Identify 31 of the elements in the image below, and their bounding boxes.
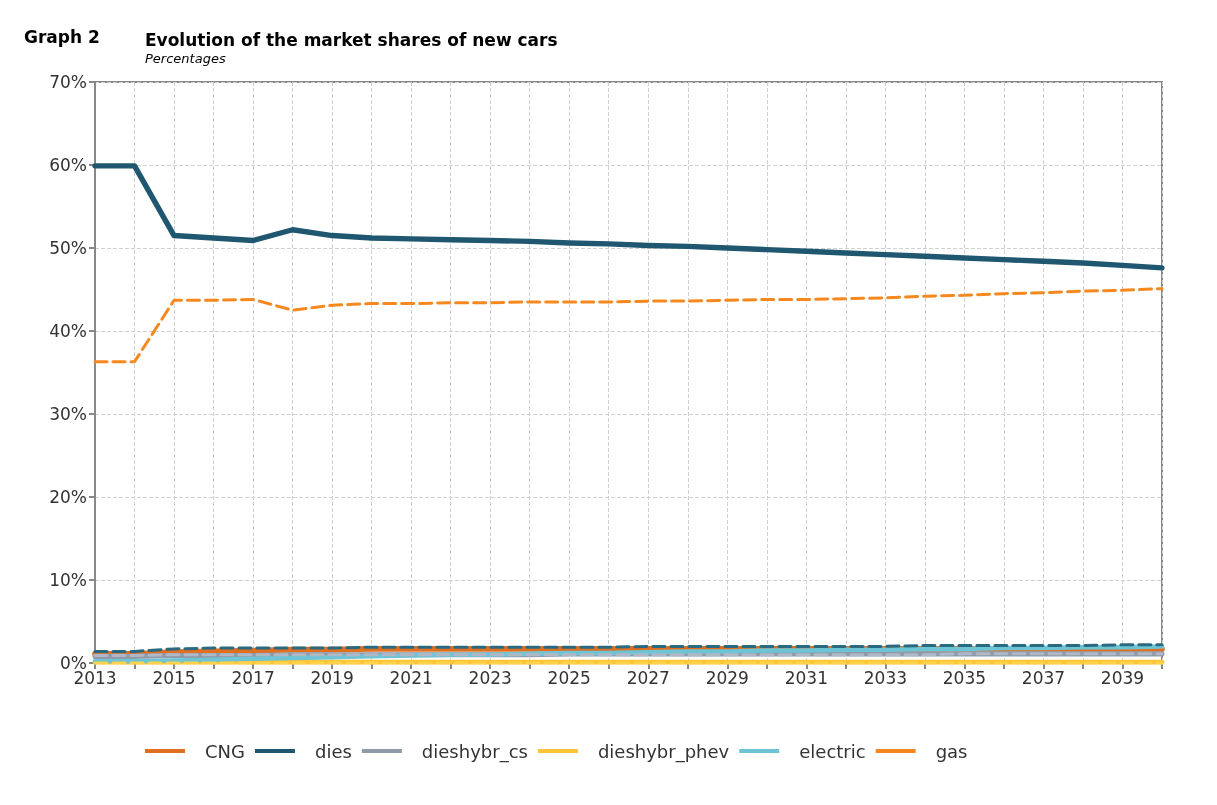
legend-label: electric <box>799 740 866 762</box>
y-tick-label: 50% <box>49 238 87 258</box>
chart-title: Evolution of the market shares of new cars <box>145 29 558 50</box>
legend-label: dieshybr_phev <box>597 740 730 763</box>
x-tick-label: 2037 <box>1021 667 1066 688</box>
legend-label: dieshybr_cs <box>421 740 528 763</box>
y-tick-label: 60% <box>49 155 87 175</box>
line-series <box>93 643 1164 653</box>
legend-label: dies <box>314 740 352 762</box>
x-tick-label: 2023 <box>468 667 512 688</box>
x-tick-label: 2025 <box>547 667 591 688</box>
chart-subtitle: Percentages <box>145 51 226 66</box>
x-tick-label: 2015 <box>152 667 196 688</box>
x-tick-label: 2029 <box>705 667 749 688</box>
y-tick-label: 30% <box>49 404 87 424</box>
x-tick-label: 2039 <box>1100 667 1145 688</box>
x-tick-label: 2035 <box>942 667 987 688</box>
y-tick-label: 10% <box>49 570 87 590</box>
y-tick-label: 40% <box>49 321 87 341</box>
x-tick-label: 2027 <box>626 667 670 688</box>
y-tick-label: 70% <box>49 72 87 92</box>
x-tick-label: 2019 <box>310 667 354 688</box>
x-tick-label: 2033 <box>863 667 907 688</box>
caption: Graph 2 <box>24 26 100 47</box>
x-tick-label: 2017 <box>231 667 275 688</box>
line-series <box>93 287 1164 364</box>
legend-label: gas <box>935 740 968 762</box>
x-tick-label: 2031 <box>784 667 828 688</box>
legend-label: CNG <box>205 740 245 762</box>
y-tick-label: 20% <box>49 487 87 507</box>
x-tick-label: 2021 <box>389 667 433 688</box>
